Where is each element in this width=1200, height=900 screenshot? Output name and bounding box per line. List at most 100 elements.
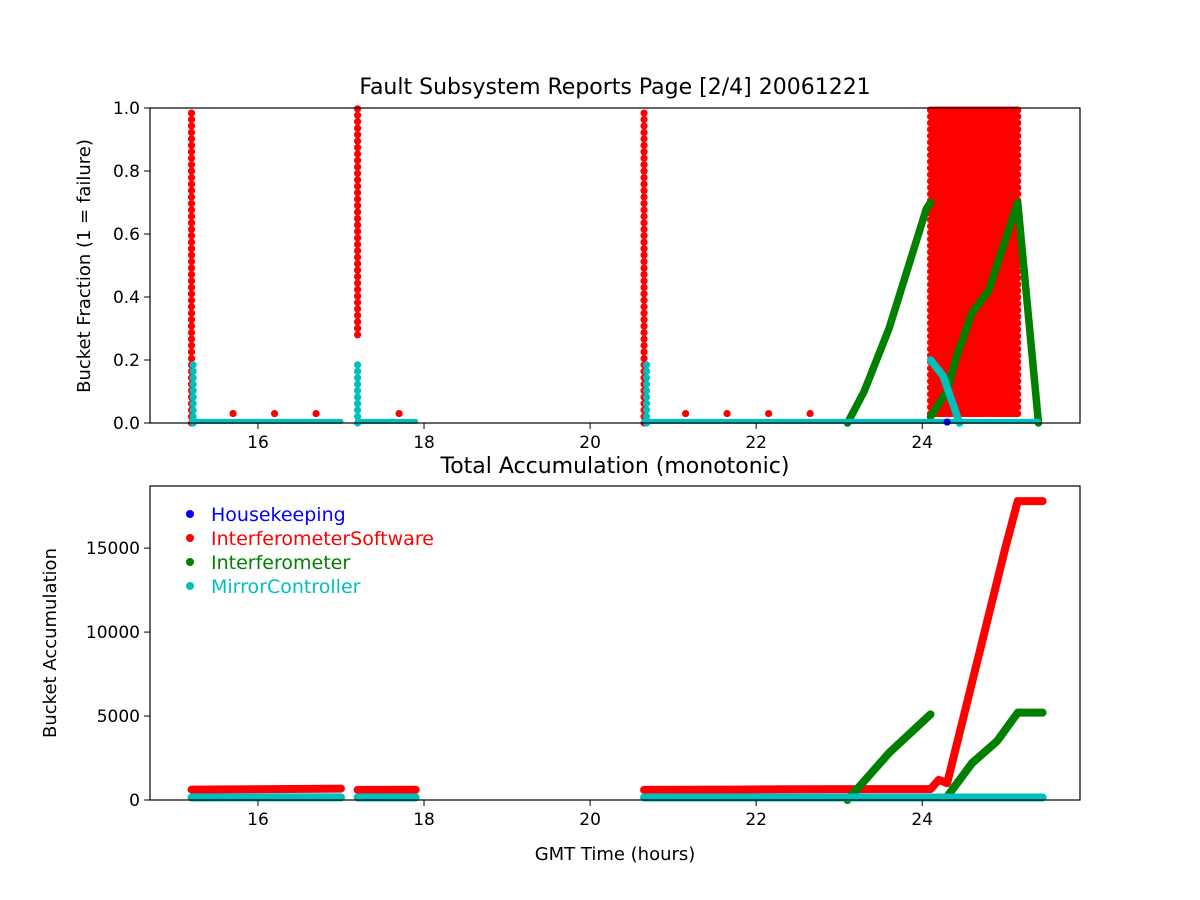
legend: HousekeepingInterferometerSoftwareInterf…	[186, 504, 434, 598]
data-point	[765, 409, 773, 418]
data-point	[1014, 171, 1022, 179]
dense-band	[926, 106, 1022, 418]
top-x-tick-label: 24	[911, 433, 933, 453]
data-point	[681, 409, 690, 418]
data-point	[1014, 261, 1022, 269]
data-point	[1014, 409, 1022, 418]
data-point	[640, 309, 648, 317]
data-point	[353, 111, 362, 119]
data-point	[187, 335, 196, 343]
data-point	[1014, 397, 1022, 405]
data-point	[1014, 358, 1022, 366]
legend-item: Interferometer	[186, 552, 350, 574]
bottom-x-tick-label: 20	[579, 810, 601, 830]
series-trace	[926, 356, 964, 427]
data-point	[187, 141, 196, 149]
data-point	[353, 208, 362, 216]
data-point	[353, 124, 362, 132]
data-point	[640, 141, 648, 149]
data-point	[353, 273, 362, 281]
data-point	[187, 219, 196, 227]
data-point	[187, 199, 196, 208]
data-point	[353, 240, 362, 248]
data-point	[353, 266, 362, 274]
data-point	[353, 387, 362, 395]
data-point	[640, 128, 648, 137]
bottom-x-tick-label: 18	[413, 810, 435, 830]
data-point	[1014, 267, 1022, 276]
data-point	[187, 212, 196, 220]
bottom-y-tick-label: 15000	[86, 539, 140, 559]
data-point	[353, 331, 362, 339]
data-point	[1014, 164, 1022, 172]
data-point	[353, 137, 362, 145]
series-MirrorController	[189, 356, 1041, 427]
data-point	[640, 341, 648, 350]
data-point	[353, 305, 362, 313]
top-y-tick-label: 0.0	[113, 414, 140, 434]
data-point	[640, 290, 648, 298]
data-point	[806, 409, 814, 418]
data-point	[187, 309, 196, 317]
data-point	[640, 270, 648, 279]
data-point	[1014, 364, 1022, 372]
data-point	[353, 311, 362, 320]
data-point	[723, 409, 731, 418]
data-point	[640, 167, 648, 175]
data-point	[270, 409, 279, 418]
data-point	[1014, 183, 1022, 192]
data-point	[640, 180, 648, 188]
data-point	[187, 341, 196, 350]
data-point	[187, 135, 196, 143]
data-point	[353, 214, 362, 223]
data-point	[187, 296, 196, 304]
data-point	[189, 406, 197, 414]
data-point	[1014, 377, 1022, 385]
data-point	[642, 400, 651, 408]
data-point	[642, 387, 651, 395]
data-point	[353, 412, 362, 421]
data-point	[187, 180, 196, 188]
data-point	[189, 387, 197, 395]
data-point	[353, 247, 362, 255]
data-point	[1014, 190, 1022, 198]
data-point	[353, 298, 362, 307]
data-point	[187, 148, 196, 156]
data-point	[187, 264, 196, 272]
data-point	[187, 161, 196, 169]
data-point	[353, 253, 362, 261]
data-point	[187, 238, 196, 246]
spike-column	[353, 105, 362, 339]
data-point	[1014, 371, 1022, 379]
data-point	[187, 115, 196, 124]
data-point	[1014, 119, 1022, 127]
data-point	[187, 328, 196, 337]
data-point	[353, 380, 362, 388]
data-point	[187, 206, 196, 214]
data-point	[353, 131, 362, 139]
data-point	[189, 393, 197, 401]
data-point	[1014, 125, 1022, 134]
bottom-chart-title: Total Accumulation (monotonic)	[440, 454, 790, 479]
data-point	[187, 354, 196, 363]
data-point	[1014, 138, 1022, 146]
legend-item: MirrorController	[186, 576, 361, 598]
data-point	[187, 167, 196, 175]
data-point	[187, 270, 196, 279]
data-point	[187, 348, 196, 356]
accumulation-panel: Total Accumulation (monotonic) Bucket Ac…	[40, 454, 1081, 865]
data-point	[229, 409, 237, 418]
data-point	[353, 406, 362, 414]
data-point	[642, 380, 651, 388]
data-point	[1014, 332, 1022, 340]
data-point	[1014, 384, 1022, 392]
data-point	[640, 283, 648, 291]
data-point	[1014, 345, 1022, 353]
data-point	[1014, 177, 1022, 185]
data-point	[189, 367, 197, 375]
top-y-tick-label: 1.0	[113, 99, 140, 119]
data-point	[642, 367, 651, 375]
data-point	[1014, 403, 1022, 411]
data-point	[187, 232, 196, 240]
